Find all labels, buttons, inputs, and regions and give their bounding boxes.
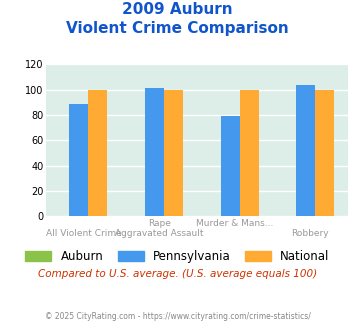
Bar xyxy=(296,84,315,216)
Bar xyxy=(145,88,164,216)
Bar xyxy=(88,90,107,216)
Bar xyxy=(221,116,240,216)
Text: Murder & Mans...: Murder & Mans... xyxy=(196,219,273,228)
Text: Compared to U.S. average. (U.S. average equals 100): Compared to U.S. average. (U.S. average … xyxy=(38,269,317,279)
Legend: Auburn, Pennsylvania, National: Auburn, Pennsylvania, National xyxy=(21,245,334,268)
Text: © 2025 CityRating.com - https://www.cityrating.com/crime-statistics/: © 2025 CityRating.com - https://www.city… xyxy=(45,312,310,321)
Text: All Violent Crime: All Violent Crime xyxy=(46,229,122,238)
Text: Rape: Rape xyxy=(148,219,171,228)
Bar xyxy=(240,90,258,216)
Text: Robbery: Robbery xyxy=(291,229,329,238)
Bar xyxy=(315,90,334,216)
Bar xyxy=(164,90,183,216)
Text: 2009 Auburn: 2009 Auburn xyxy=(122,2,233,16)
Bar xyxy=(69,104,88,216)
Text: Violent Crime Comparison: Violent Crime Comparison xyxy=(66,21,289,36)
Text: Aggravated Assault: Aggravated Assault xyxy=(115,229,203,238)
